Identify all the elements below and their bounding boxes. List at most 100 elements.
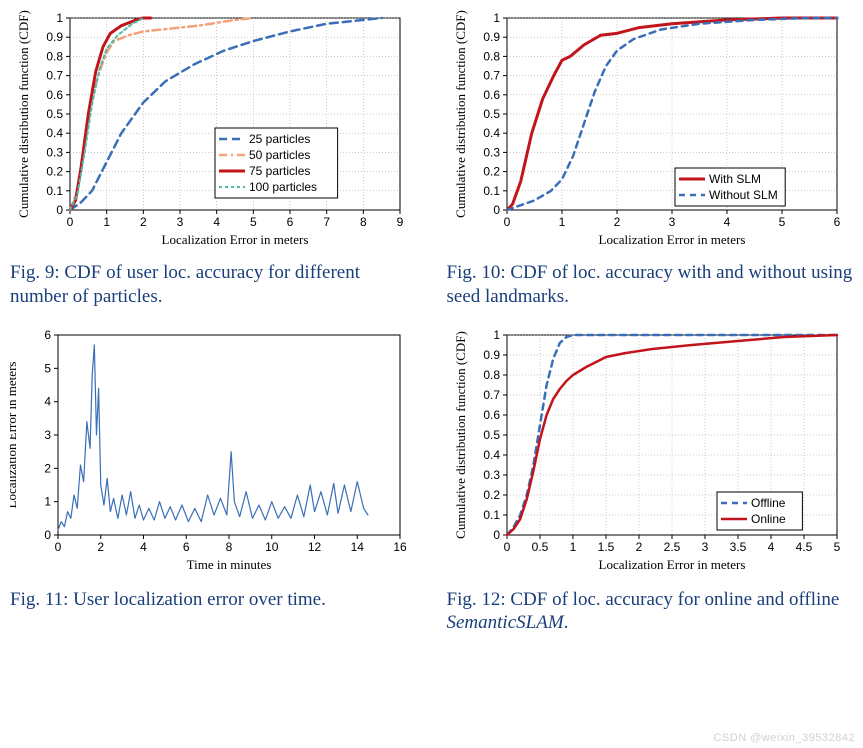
svg-text:1: 1 [56, 11, 63, 25]
svg-text:With SLM: With SLM [709, 172, 761, 186]
svg-text:25 particles: 25 particles [249, 132, 310, 146]
svg-text:75 particles: 75 particles [249, 164, 310, 178]
svg-text:4: 4 [723, 215, 730, 229]
svg-text:14: 14 [351, 540, 365, 554]
svg-text:100 particles: 100 particles [249, 180, 317, 194]
svg-text:0: 0 [503, 215, 510, 229]
svg-text:2: 2 [635, 540, 642, 554]
caption-fig12: Fig. 12: CDF of loc. accuracy for online… [447, 588, 854, 636]
svg-text:0.4: 0.4 [46, 126, 63, 140]
cell-fig10: 012345600.10.20.30.40.50.60.70.80.91Loca… [447, 10, 854, 309]
caption-fig11: Fig. 11: User localization error over ti… [10, 588, 417, 612]
svg-text:6: 6 [44, 328, 51, 342]
svg-text:Cumulative distribution functi: Cumulative distribution function (CDF) [453, 331, 468, 539]
chart-fig12: 00.511.522.533.544.5500.10.20.30.40.50.6… [447, 327, 854, 582]
svg-text:0.5: 0.5 [46, 107, 63, 121]
svg-text:3.5: 3.5 [729, 540, 746, 554]
svg-text:Localization Error in meters: Localization Error in meters [598, 557, 745, 572]
svg-text:0.9: 0.9 [46, 30, 63, 44]
svg-text:0.7: 0.7 [46, 69, 63, 83]
svg-text:Without SLM: Without SLM [709, 188, 778, 202]
svg-text:0.3: 0.3 [46, 145, 63, 159]
svg-text:0.7: 0.7 [483, 69, 500, 83]
svg-text:1: 1 [44, 494, 51, 508]
svg-text:Offline: Offline [751, 496, 786, 510]
svg-text:0.2: 0.2 [483, 165, 500, 179]
row-top: 0 1 2 3 4 5 6 7 8 9 0 0.1 0.2 0.3 0.4 0.5 0.6 0.7 0.8 0.9 1 L… [10, 10, 853, 309]
svg-text:0.8: 0.8 [483, 49, 500, 63]
svg-text:4: 4 [140, 540, 147, 554]
svg-text:0.8: 0.8 [483, 368, 500, 382]
svg-text:Time in minutes: Time in minutes [187, 557, 272, 572]
svg-text:0.6: 0.6 [46, 88, 63, 102]
svg-text:0: 0 [503, 540, 510, 554]
svg-text:6: 6 [183, 540, 190, 554]
svg-text:5: 5 [833, 540, 840, 554]
caption-fig9: Fig. 9: CDF of user loc. accuracy for di… [10, 261, 417, 309]
cell-fig11: 02468101214160123456Time in minutesLocal… [10, 327, 417, 636]
svg-text:Localization Error in meters: Localization Error in meters [10, 361, 19, 508]
watermark: CSDN @weixin_39532842 [713, 732, 855, 744]
svg-text:0.1: 0.1 [483, 184, 500, 198]
svg-text:0.6: 0.6 [483, 408, 500, 422]
svg-text:10: 10 [265, 540, 279, 554]
svg-text:6: 6 [287, 215, 294, 229]
svg-text:8: 8 [226, 540, 233, 554]
svg-text:2: 2 [44, 461, 51, 475]
svg-text:1.5: 1.5 [597, 540, 614, 554]
svg-text:0.5: 0.5 [531, 540, 548, 554]
svg-text:12: 12 [308, 540, 322, 554]
svg-text:0.3: 0.3 [483, 468, 500, 482]
svg-text:4: 4 [767, 540, 774, 554]
svg-text:0.4: 0.4 [483, 126, 500, 140]
svg-text:0.5: 0.5 [483, 428, 500, 442]
chart-fig9: 012345678900.10.20.30.40.50.60.70.80.91L… [10, 10, 417, 255]
svg-text:0.2: 0.2 [46, 165, 63, 179]
svg-text:0.3: 0.3 [483, 145, 500, 159]
svg-text:Localization Error in meters: Localization Error in meters [162, 232, 309, 247]
svg-text:1: 1 [103, 215, 110, 229]
caption-fig10: Fig. 10: CDF of loc. accuracy with and w… [447, 261, 854, 309]
svg-text:2.5: 2.5 [663, 540, 680, 554]
svg-text:1: 1 [569, 540, 576, 554]
svg-text:3: 3 [701, 540, 708, 554]
svg-text:9: 9 [397, 215, 404, 229]
svg-text:0.6: 0.6 [483, 88, 500, 102]
svg-text:6: 6 [833, 215, 840, 229]
svg-text:0: 0 [67, 215, 74, 229]
svg-text:Cumulative distribution functi: Cumulative distribution function (CDF) [16, 10, 31, 218]
svg-text:1: 1 [493, 11, 500, 25]
svg-text:8: 8 [360, 215, 367, 229]
svg-text:0.2: 0.2 [483, 488, 500, 502]
cell-fig12: 00.511.522.533.544.5500.10.20.30.40.50.6… [447, 327, 854, 636]
chart-fig11: 02468101214160123456Time in minutesLocal… [10, 327, 417, 582]
svg-text:0: 0 [56, 203, 63, 217]
svg-text:0.9: 0.9 [483, 348, 500, 362]
svg-text:2: 2 [140, 215, 147, 229]
svg-text:0: 0 [493, 203, 500, 217]
svg-text:4.5: 4.5 [795, 540, 812, 554]
svg-text:0: 0 [493, 528, 500, 542]
svg-text:0: 0 [44, 528, 51, 542]
svg-text:Online: Online [751, 512, 786, 526]
svg-text:1: 1 [558, 215, 565, 229]
svg-text:0.8: 0.8 [46, 49, 63, 63]
svg-text:0.7: 0.7 [483, 388, 500, 402]
svg-text:16: 16 [393, 540, 407, 554]
svg-text:Cumulative distribution functi: Cumulative distribution function (CDF) [453, 10, 468, 218]
figure-grid: 012345678900.10.20.30.40.50.60.70.80.91L… [0, 0, 863, 748]
svg-text:0: 0 [55, 540, 62, 554]
svg-text:5: 5 [778, 215, 785, 229]
chart-fig10: 012345600.10.20.30.40.50.60.70.80.91Loca… [447, 10, 854, 255]
svg-text:0.4: 0.4 [483, 448, 500, 462]
svg-text:7: 7 [323, 215, 330, 229]
cell-fig9: 012345678900.10.20.30.40.50.60.70.80.91L… [10, 10, 417, 309]
svg-text:3: 3 [668, 215, 675, 229]
svg-text:2: 2 [613, 215, 620, 229]
svg-text:Localization Error in meters: Localization Error in meters [598, 232, 745, 247]
svg-text:4: 4 [44, 394, 51, 408]
svg-text:50 particles: 50 particles [249, 148, 310, 162]
svg-text:3: 3 [44, 428, 51, 442]
row-bottom: 02468101214160123456Time in minutesLocal… [10, 327, 853, 636]
svg-text:2: 2 [97, 540, 104, 554]
